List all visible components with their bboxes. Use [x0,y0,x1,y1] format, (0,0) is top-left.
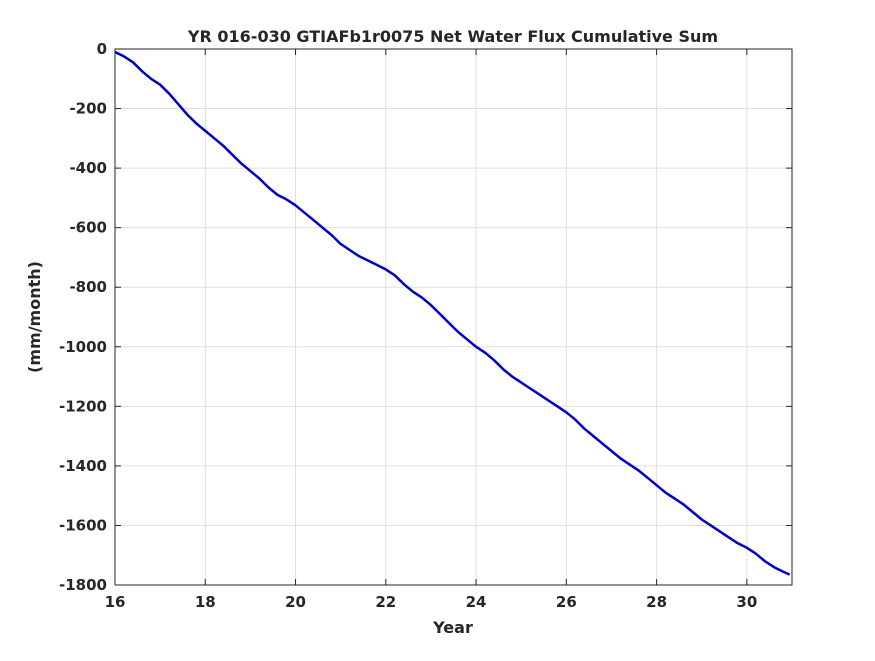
chart-title: YR 016-030 GTIAFb1r0075 Net Water Flux C… [187,27,718,46]
x-tick-label: 30 [736,593,757,611]
x-axis-title: Year [432,618,473,637]
y-tick-label: -200 [69,100,107,118]
x-tick-label: 28 [646,593,667,611]
x-tick-label: 16 [105,593,126,611]
x-tick-label: 22 [375,593,396,611]
y-tick-label: -1400 [59,457,107,475]
x-tick-label: 24 [466,593,487,611]
y-tick-label: -1800 [59,576,107,594]
plot-frame [114,48,793,586]
data-layer [114,50,791,576]
y-tick-label: -800 [69,278,107,296]
x-tick-label: 26 [556,593,577,611]
y-tick-label: -1600 [59,516,107,534]
y-tick-label: -600 [69,219,107,237]
y-axis-title: (mm/month) [25,261,44,373]
y-tick-label: -1000 [59,338,107,356]
x-tick-label: 18 [195,593,216,611]
y-tick-label: -1200 [59,397,107,415]
y-tick-label: 0 [97,40,107,58]
series-line [114,50,791,576]
x-tick-label: 20 [285,593,306,611]
tick-layer: 16 18 20 22 24 26 28 30 0 -200 -400 -600 -800 -1000 -1… [59,40,792,611]
y-tick-label: -400 [69,159,107,177]
plot-area [115,49,792,585]
